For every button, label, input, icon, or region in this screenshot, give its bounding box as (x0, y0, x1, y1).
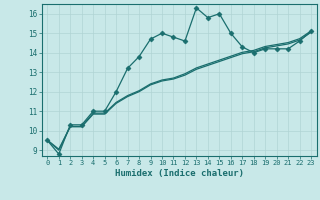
X-axis label: Humidex (Indice chaleur): Humidex (Indice chaleur) (115, 169, 244, 178)
